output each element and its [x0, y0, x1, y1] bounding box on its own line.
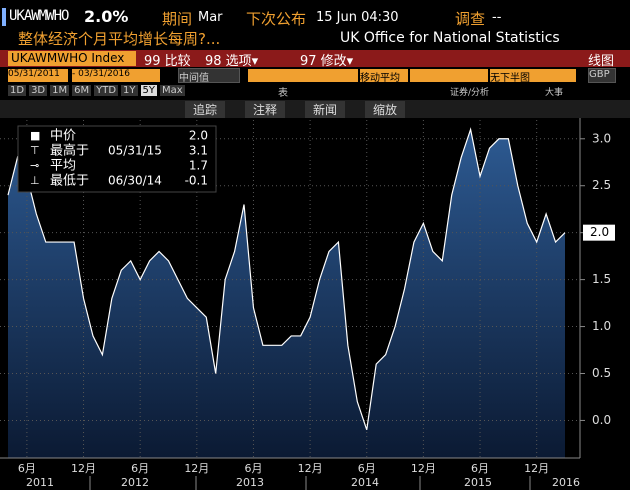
legend-icon: ⊥ — [30, 174, 40, 187]
year-label: 2012 — [121, 476, 149, 489]
last-value-tag — [583, 224, 615, 241]
y-tick-label: 2.5 — [592, 178, 611, 192]
area — [8, 129, 565, 458]
y-tick-label: 1.0 — [592, 319, 611, 333]
range-button[interactable]: 6M — [72, 85, 92, 96]
analysis-button[interactable]: 证券/分析 — [450, 88, 490, 98]
range-button[interactable]: 3D — [29, 85, 48, 96]
survey: -- — [492, 10, 502, 25]
legend-box — [17, 125, 217, 193]
range-button[interactable]: 5Y — [140, 85, 158, 96]
legend-label: 最低于 — [50, 174, 89, 189]
next-release-label: 下次公布 — [246, 10, 307, 28]
y-tick-label: 3.0 — [592, 131, 611, 145]
line — [7, 127, 566, 431]
year-label: 2013 — [236, 476, 264, 489]
last-value: 2.0% — [84, 7, 129, 26]
legend-label: 最高于 — [50, 143, 89, 159]
tool-button[interactable]: 注释 — [245, 101, 286, 118]
field[interactable] — [410, 69, 488, 82]
moving-average[interactable]: 移动平均 — [360, 69, 408, 84]
chart: 3.0 2.5 2.0 1.5 1.0 0.5 0.0 2.0 6月 12月 6月 12月 6月 12月 6… — [0, 118, 615, 490]
legend-date: 06/30/14 — [108, 174, 162, 188]
x-tick-label: 6月 — [471, 462, 489, 475]
year-label: 2015 — [464, 476, 492, 489]
field[interactable] — [248, 69, 358, 82]
legend-icon: ⊤ — [30, 144, 40, 157]
description: 整体经济个月平均增长每周?... — [18, 30, 221, 48]
range-button[interactable]: 1M — [50, 85, 70, 96]
marker — [2, 8, 6, 26]
events-button[interactable]: 大事 — [545, 88, 564, 98]
year-label: 2016 — [552, 476, 580, 489]
legend-value: 1.7 — [189, 159, 208, 173]
range-button[interactable]: 1D — [8, 85, 27, 96]
legend-value: 2.0 — [189, 129, 208, 143]
tool-buttons: 追踪 注释 新闻 缩放 — [185, 101, 419, 118]
chart-kind[interactable]: 线图 — [588, 54, 615, 69]
y-tick-label: 1.5 — [592, 272, 611, 286]
range-button[interactable]: Max — [160, 85, 185, 96]
x-tick-label: 12月 — [524, 462, 549, 475]
legend-label: 中价 — [50, 129, 76, 144]
tool-button[interactable]: 新闻 — [305, 101, 346, 118]
legend-value: 3.1 — [189, 144, 208, 158]
range-button[interactable]: 1Y — [121, 85, 138, 96]
x-tick-label: 12月 — [184, 462, 209, 475]
table-button[interactable]: 表 — [278, 88, 288, 99]
x-tick-label: 6月 — [244, 462, 262, 475]
x-tick-label: 6月 — [358, 462, 376, 475]
survey-label: 调查 — [455, 10, 486, 28]
x-tick-label: 6月 — [18, 462, 36, 475]
last-value-label: 2.0 — [590, 225, 609, 239]
y-tick-label: 0.0 — [592, 413, 611, 427]
legend-date: 05/31/15 — [108, 144, 162, 158]
end-date[interactable]: - 03/31/2016 — [72, 69, 160, 82]
period-label: 期间 — [162, 10, 193, 28]
security-field[interactable]: UKAWMWHO Index — [8, 51, 136, 66]
y-tick-label: 0.5 — [592, 366, 611, 380]
legend-icon: ■ — [30, 129, 40, 142]
ticker: UKAWMWHO — [9, 8, 69, 24]
x-tick-label: 12月 — [71, 462, 96, 475]
legend-label: 平均 — [50, 159, 76, 174]
source: UK Office for National Statistics — [340, 30, 560, 46]
x-tick-label: 12月 — [411, 462, 436, 475]
x-tick-label: 6月 — [131, 462, 149, 475]
range-buttons: 1D 3D 1M 6M YTD 1Y 5Y Max — [8, 85, 185, 96]
modify-button[interactable]: 97 修改▾ — [300, 54, 354, 69]
tool-button[interactable]: 追踪 — [185, 101, 226, 118]
options-button[interactable]: 98 选项▾ — [205, 54, 259, 69]
period: Mar — [198, 10, 223, 25]
year-label: 2014 — [351, 476, 379, 489]
command-bar — [0, 50, 630, 67]
range-button[interactable]: YTD — [94, 85, 119, 96]
value-kind[interactable]: 中间值 — [178, 68, 240, 84]
next-release: 15 Jun 04:30 — [316, 10, 399, 25]
lower-chart[interactable]: 无下半图 — [490, 69, 576, 84]
legend-icon: ⊸ — [30, 159, 39, 172]
year-label: 2011 — [26, 476, 54, 489]
compare-button[interactable]: 99 比较 — [144, 54, 191, 69]
tool-button[interactable]: 缩放 — [365, 101, 406, 118]
legend-value: -0.1 — [185, 174, 208, 188]
currency[interactable]: GBP — [588, 68, 616, 83]
x-tick-label: 12月 — [298, 462, 323, 475]
start-date[interactable]: 05/31/2011 — [8, 69, 68, 82]
